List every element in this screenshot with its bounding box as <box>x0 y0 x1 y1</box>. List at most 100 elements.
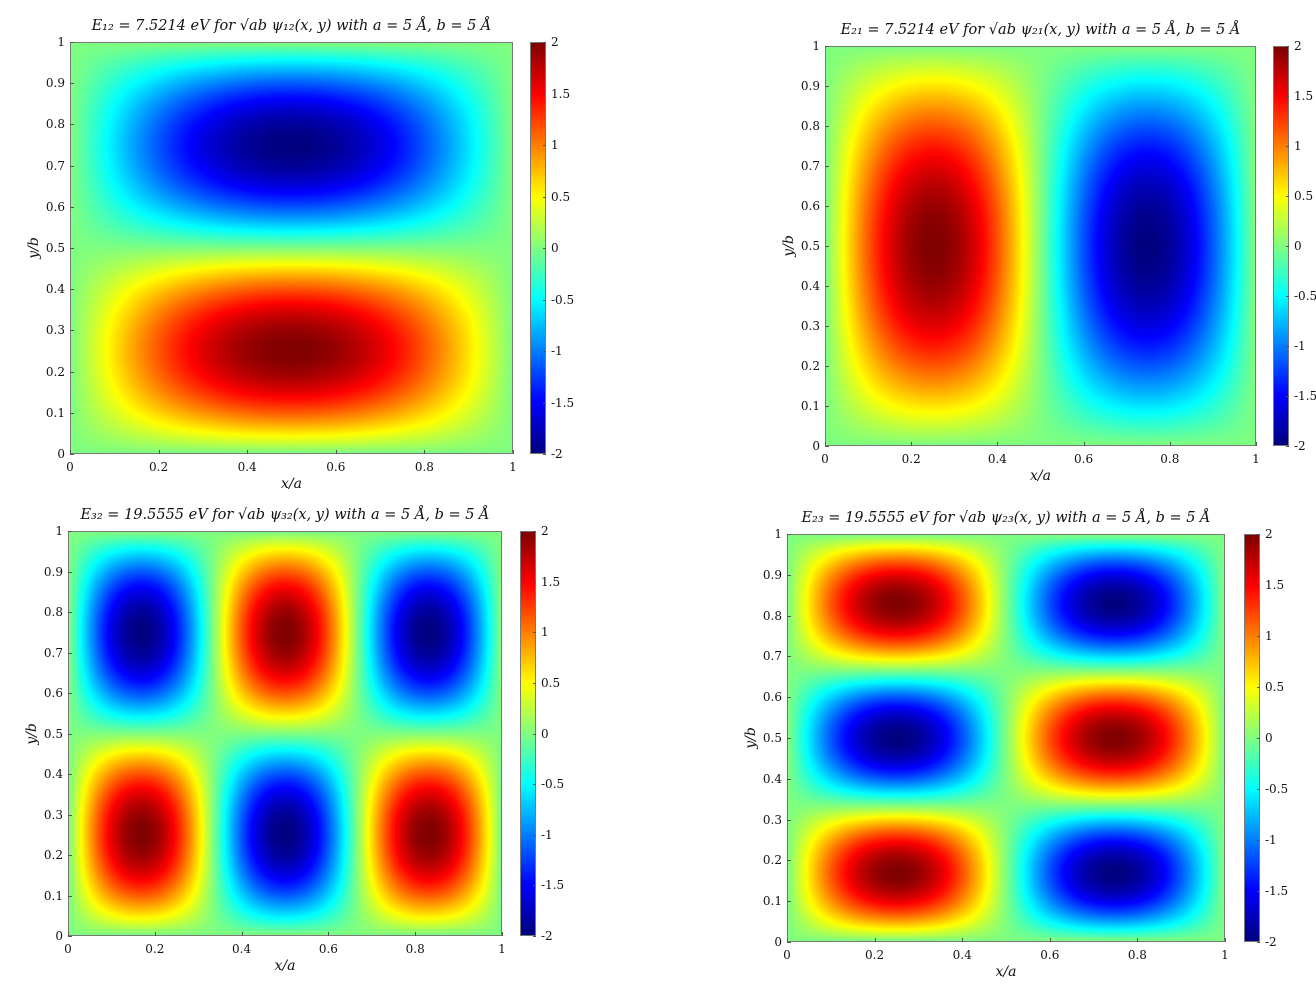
y-tick-label: 0.8 <box>762 608 782 623</box>
y-tick-label: 0.1 <box>43 888 63 903</box>
y-tick-mark <box>70 165 74 167</box>
y-tick-mark <box>68 895 72 897</box>
y-tick-mark <box>787 574 791 576</box>
colorbar-tick-label: 1.5 <box>1294 89 1314 103</box>
colorbar-tick-label: 2 <box>1294 39 1302 53</box>
x-tick-label: 0.2 <box>901 452 921 466</box>
colorbar-tick-mark <box>543 93 546 95</box>
x-tick-mark <box>335 450 337 454</box>
y-tick-mark <box>825 326 829 327</box>
colorbar-tick-label: -2 <box>1265 935 1277 949</box>
colorbar-tick-label: -1 <box>1294 339 1306 353</box>
y-tick-mark <box>825 446 829 447</box>
y-tick-label: 1 <box>774 527 782 541</box>
y-tick-mark <box>68 571 72 573</box>
colorbar-tick-mark <box>533 682 536 684</box>
x-tick-label: 0.6 <box>1040 948 1060 962</box>
y-tick-mark <box>70 454 74 455</box>
x-tick-mark <box>513 450 514 454</box>
y-tick-label: 0.4 <box>45 282 65 297</box>
x-tick-mark <box>247 450 249 454</box>
x-tick-label: 0.6 <box>318 942 338 956</box>
y-tick-label: 0.6 <box>800 199 820 213</box>
y-tick-mark <box>787 819 791 821</box>
x-tick-mark <box>911 442 913 446</box>
x-axis-label: x/a <box>274 958 296 974</box>
chart-panel-psi32: E₃₂ = 19.5555 eV for √ab ψ₃₂(x, y) with … <box>0 0 650 1004</box>
x-tick-label: 0.8 <box>414 460 434 474</box>
colorbar-tick-mark <box>543 196 546 198</box>
x-tick-label: 0 <box>64 942 72 956</box>
x-tick-label: 1 <box>1221 948 1229 962</box>
y-tick-label: 1 <box>812 39 820 53</box>
x-axis-label: x/a <box>281 476 302 492</box>
x-tick-mark <box>1169 442 1171 446</box>
y-tick-label: 0.2 <box>45 364 65 379</box>
colorbar-tick-mark <box>533 784 536 786</box>
colorbar-tick-label: -1 <box>1265 833 1277 847</box>
y-tick-label: 0 <box>774 935 782 949</box>
x-tick-label: 0.4 <box>987 452 1007 466</box>
colorbar-tick-label: 0 <box>551 241 559 255</box>
colorbar-tick-label: -0.5 <box>1294 289 1316 303</box>
y-tick-label: 0.8 <box>800 119 820 133</box>
y-tick-label: 0.4 <box>800 279 820 293</box>
y-tick-label: 0.9 <box>762 567 782 582</box>
x-axis-label: x/a <box>995 964 1017 980</box>
y-tick-mark <box>70 412 74 414</box>
y-tick-label: 0.3 <box>43 807 63 822</box>
y-tick-mark <box>787 778 791 780</box>
y-tick-label: 0.4 <box>43 767 63 781</box>
heatmap-plot <box>787 534 1225 942</box>
heatmap-plot <box>70 42 513 454</box>
x-tick-mark <box>502 932 503 936</box>
y-tick-mark <box>787 615 791 617</box>
y-tick-mark <box>70 124 74 126</box>
colorbar-tick-label: 2 <box>1265 527 1273 541</box>
colorbar-tick-label: -2 <box>541 929 553 943</box>
y-tick-label: 0.9 <box>800 79 820 93</box>
y-tick-mark <box>70 42 74 43</box>
y-tick-label: 0.5 <box>45 241 65 255</box>
x-tick-mark <box>825 442 826 446</box>
colorbar-tick-label: -1.5 <box>541 878 565 893</box>
colorbar-tick-mark <box>1257 687 1260 688</box>
y-tick-label: 0.2 <box>762 853 782 868</box>
x-tick-label: 0.4 <box>952 948 972 962</box>
y-tick-mark <box>825 166 829 167</box>
y-tick-mark <box>70 248 74 249</box>
colorbar-tick-label: -1.5 <box>551 395 575 410</box>
x-tick-label: 0 <box>821 452 829 466</box>
y-tick-mark <box>787 738 791 739</box>
colorbar-tick-mark <box>1257 840 1260 841</box>
colorbar-tick-label: -1 <box>541 827 553 842</box>
colorbar-tick-label: 2 <box>541 524 549 538</box>
y-tick-label: 0 <box>812 439 820 453</box>
y-tick-label: 0.5 <box>800 239 820 253</box>
y-tick-mark <box>70 206 74 208</box>
y-tick-label: 0.6 <box>45 199 65 214</box>
colorbar-tick-label: 1 <box>551 138 559 152</box>
y-tick-mark <box>68 733 72 735</box>
x-tick-mark <box>415 932 417 936</box>
colorbar-tick-mark <box>1257 738 1260 739</box>
x-tick-mark <box>70 450 71 454</box>
chart-panel-psi12: E₁₂ = 7.5214 eV for √ab ψ₁₂(x, y) with a… <box>0 0 650 500</box>
y-tick-label: 0.1 <box>800 399 820 413</box>
colorbar-tick-mark <box>533 531 536 532</box>
colorbar-tick-mark <box>543 454 546 455</box>
colorbar-tick-label: 0 <box>1265 731 1273 745</box>
x-tick-label: 0.2 <box>145 942 165 956</box>
x-tick-mark <box>874 938 876 942</box>
y-tick-mark <box>825 86 829 87</box>
y-tick-mark <box>787 901 791 903</box>
x-tick-mark <box>68 932 69 936</box>
y-tick-label: 1 <box>57 35 65 49</box>
colorbar-tick-label: 0 <box>541 726 549 741</box>
chart-title: E₃₂ = 19.5555 eV for √ab ψ₃₂(x, y) with … <box>80 507 490 523</box>
colorbar-tick-mark <box>1257 585 1260 586</box>
colorbar-tick-mark <box>1286 346 1289 347</box>
y-tick-label: 0.7 <box>43 645 63 660</box>
x-tick-mark <box>328 932 330 936</box>
y-tick-mark <box>825 366 829 367</box>
